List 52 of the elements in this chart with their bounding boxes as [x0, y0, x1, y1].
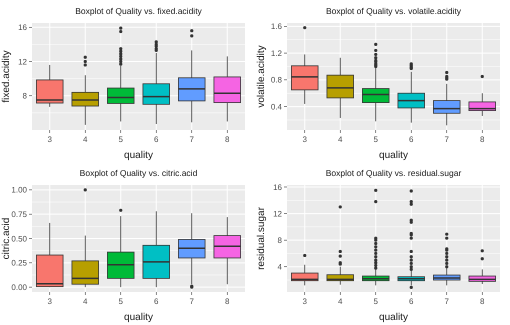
y-tick-label: 0.50: [11, 234, 28, 244]
chart-title: Boxplot of Quality vs. citric.acid: [80, 168, 198, 178]
x-tick-label: 6: [154, 297, 160, 306]
y-tick-label: 0.75: [11, 210, 28, 219]
x-tick-label: 6: [409, 135, 414, 144]
y-tick-label: 8: [22, 92, 28, 101]
x-tick-label: 3: [48, 135, 53, 144]
y-tick-label: 0.00: [11, 282, 28, 292]
x-axis-title: quality: [124, 150, 153, 161]
x-tick-label: 8: [480, 297, 486, 306]
y-tick-label: 12: [273, 209, 283, 218]
x-tick-label: 8: [225, 135, 230, 144]
x-tick-label: 4: [338, 297, 344, 306]
y-tick-label: 1.00: [11, 186, 28, 195]
x-tick-label: 5: [118, 135, 124, 144]
y-tick-label: 0.4: [270, 102, 283, 112]
x-axis-title: quality: [379, 150, 408, 161]
y-axis-title: volatile.acidity: [256, 45, 267, 108]
x-tick-label: 4: [83, 297, 88, 306]
y-tick-label: 1.6: [270, 22, 283, 32]
x-tick-label: 7: [190, 135, 195, 144]
y-axis-title: residual.sugar: [256, 206, 267, 270]
x-tick-label: 8: [225, 297, 230, 306]
x-tick-label: 7: [190, 297, 195, 306]
y-tick-label: 16: [18, 23, 28, 32]
x-tick-label: 3: [302, 135, 308, 144]
y-tick-label: 12: [18, 57, 28, 66]
x-tick-label: 3: [48, 297, 53, 306]
x-tick-label: 6: [154, 135, 160, 144]
y-tick-label: 0.25: [11, 258, 28, 268]
y-tick-label: 4: [278, 262, 283, 272]
y-axis-title: citric.acid: [1, 218, 12, 260]
chart-title: Boxplot of Quality vs. fixed.acidity: [75, 6, 203, 16]
x-tick-label: 5: [374, 297, 379, 306]
x-tick-label: 8: [480, 135, 486, 144]
chart-title: Boxplot of Quality vs. residual.sugar: [326, 168, 462, 178]
x-tick-label: 4: [83, 135, 88, 144]
x-tick-label: 7: [444, 135, 450, 144]
y-axis-title: fixed.acidity: [1, 50, 12, 103]
x-tick-label: 6: [409, 297, 414, 306]
x-tick-label: 5: [374, 135, 379, 144]
x-axis-title: quality: [379, 312, 408, 323]
x-tick-label: 4: [338, 135, 344, 144]
y-tick-label: 16: [273, 182, 283, 192]
y-tick-label: 8: [278, 236, 283, 245]
x-tick-label: 3: [302, 297, 308, 306]
chart-title: Boxplot of Quality vs. volatile.acidity: [326, 6, 462, 16]
x-tick-label: 5: [118, 297, 124, 306]
x-tick-label: 7: [444, 297, 450, 306]
y-tick-label: 1.2: [270, 48, 283, 58]
y-tick-label: 0.8: [270, 76, 283, 85]
x-axis-title: quality: [124, 312, 153, 323]
